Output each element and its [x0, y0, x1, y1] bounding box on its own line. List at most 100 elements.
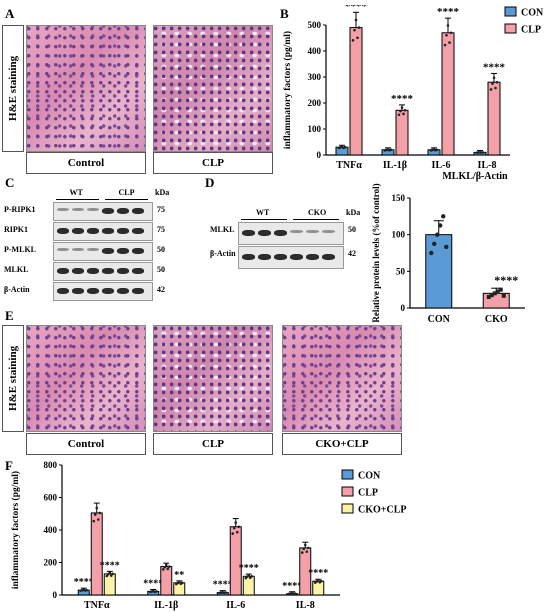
data-point: [403, 108, 407, 112]
panel-e-side-label: H&E staining: [2, 325, 24, 432]
x-tick-label: IL-8: [478, 160, 497, 171]
data-point: [92, 519, 96, 523]
blot-strip: [238, 222, 344, 245]
blot-band: [72, 208, 84, 211]
blot-band: [57, 268, 69, 274]
panel-f-label: F: [5, 458, 13, 473]
blot-row-label: MLKL: [4, 265, 29, 274]
x-tick-label: IL-6: [432, 160, 451, 171]
blot-band: [102, 228, 114, 234]
y-tick-label: 200: [44, 558, 58, 568]
legend-swatch: [341, 486, 354, 497]
data-point: [446, 24, 450, 27]
data-point: [494, 86, 497, 90]
blot-band: [242, 230, 255, 236]
bar: [229, 526, 242, 596]
blot-band: [57, 248, 69, 251]
panel-c-label: C: [5, 175, 15, 190]
data-point: [85, 588, 89, 592]
x-tick-label: IL-1β: [383, 160, 407, 171]
blot-band: [87, 208, 99, 211]
data-point: [305, 550, 309, 553]
legend-label: CON: [521, 8, 544, 19]
data-point: [300, 551, 304, 554]
data-point: [108, 571, 112, 574]
data-point: [247, 573, 251, 577]
y-tick-label: 600: [44, 493, 58, 503]
legend-swatch: [341, 503, 354, 514]
y-tick-label: 0: [317, 150, 322, 160]
blot-band: [306, 230, 319, 233]
data-point: [491, 82, 494, 85]
data-point: [93, 513, 97, 516]
blot-band: [57, 288, 69, 294]
blot-band: [102, 288, 114, 294]
y-tick-label: 200: [308, 98, 322, 108]
blot-band: [72, 248, 84, 251]
panel-b-label: B: [280, 6, 289, 21]
data-point: [432, 241, 437, 247]
data-point: [481, 151, 485, 154]
legend-label: CLP: [358, 488, 378, 499]
panel-e-cko-clp-image: [282, 325, 402, 432]
x-tick-label: TNFα: [336, 160, 362, 171]
blot-kda: 42: [157, 285, 165, 294]
data-point: [389, 148, 393, 152]
y-tick-label: 100: [308, 124, 322, 134]
blot-row-label: P-RIPK1: [4, 205, 36, 214]
legend-swatch: [341, 469, 354, 480]
panel-e-control-image: [26, 325, 146, 432]
bar: [441, 32, 455, 156]
y-tick-label: 500: [308, 20, 322, 30]
data-point: [449, 31, 453, 35]
panel-a-control-image: [26, 25, 146, 152]
significance-label: ****: [494, 273, 518, 287]
data-point: [501, 293, 506, 298]
blot-row-label: P-MLKL: [4, 245, 36, 254]
significance-label: ****: [437, 6, 460, 18]
panel-a-label: A: [5, 6, 15, 21]
data-point: [498, 287, 503, 292]
data-point: [105, 574, 109, 578]
blot-band: [132, 268, 144, 274]
panel-a-clp-image: [153, 25, 273, 152]
blot-band: [117, 248, 129, 254]
panel-a-caption-clp: CLP: [153, 152, 273, 174]
legend-swatch: [504, 23, 517, 34]
data-point: [231, 532, 235, 535]
blot-band: [290, 230, 303, 233]
significance-label: ****: [345, 5, 368, 12]
x-tick-label: IL-6: [226, 600, 245, 611]
blot-group-label: WT: [256, 208, 270, 217]
blot-band: [322, 230, 335, 233]
legend-label: CON: [358, 471, 381, 482]
data-point: [234, 521, 238, 524]
data-point: [161, 568, 165, 571]
blot-kda: 50: [348, 225, 356, 234]
y-tick-label: 400: [44, 525, 58, 535]
blot-band: [132, 208, 144, 214]
data-point: [316, 579, 320, 582]
data-point: [343, 145, 347, 149]
data-point: [235, 530, 239, 534]
chart-f: 0 200 400 600 800 inflammatory factors (pg/ml…: [10, 460, 406, 611]
panel-d-blot: WT CKO kDa MLKL 50 β-Actin 42: [200, 180, 370, 300]
blot-row-label: MLKL: [210, 225, 235, 234]
blot-band: [87, 248, 99, 251]
data-point: [435, 148, 439, 152]
data-point: [489, 293, 494, 298]
blot-band: [117, 288, 129, 294]
significance-label: ****: [213, 580, 233, 591]
data-point: [293, 592, 297, 595]
panel-e-clp-image: [153, 325, 273, 432]
data-point: [402, 112, 405, 116]
blot-band: [72, 288, 84, 294]
data-point: [443, 43, 447, 47]
blot-band: [117, 268, 129, 274]
blot-group-line: [56, 199, 99, 200]
data-point: [96, 518, 100, 521]
blot-band: [117, 208, 129, 214]
data-point: [306, 546, 310, 550]
data-point: [492, 76, 496, 80]
data-point: [486, 295, 491, 299]
